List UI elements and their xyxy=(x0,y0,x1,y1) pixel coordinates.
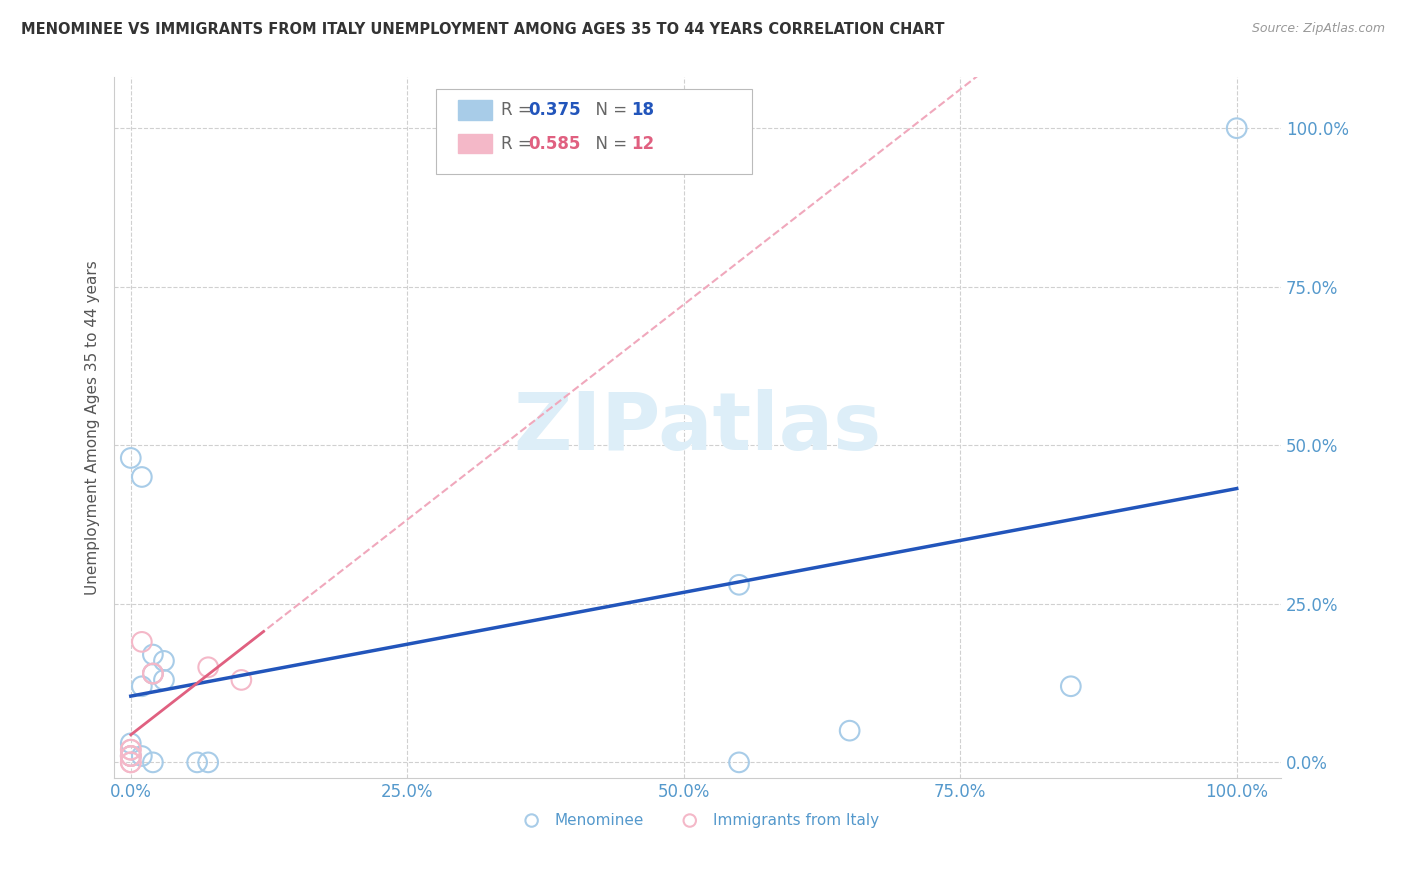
Point xyxy=(1060,679,1083,693)
Point xyxy=(120,749,142,764)
Y-axis label: Unemployment Among Ages 35 to 44 years: Unemployment Among Ages 35 to 44 years xyxy=(86,260,100,595)
Text: 12: 12 xyxy=(631,135,654,153)
Point xyxy=(120,742,142,756)
Text: N =: N = xyxy=(585,135,633,153)
Point xyxy=(120,756,142,770)
Text: Source: ZipAtlas.com: Source: ZipAtlas.com xyxy=(1251,22,1385,36)
Text: ZIPatlas: ZIPatlas xyxy=(513,389,882,467)
Point xyxy=(142,756,165,770)
Point xyxy=(131,470,153,484)
Point xyxy=(153,673,176,687)
Point xyxy=(120,749,142,764)
Point xyxy=(142,666,165,681)
Point xyxy=(120,450,142,465)
Point xyxy=(131,679,153,693)
Point xyxy=(120,749,142,764)
Point xyxy=(153,654,176,668)
Point xyxy=(186,756,208,770)
Point xyxy=(728,578,751,592)
Point xyxy=(728,756,751,770)
Point xyxy=(197,756,219,770)
Point xyxy=(197,660,219,674)
Point xyxy=(120,742,142,756)
Point xyxy=(142,648,165,662)
Point xyxy=(1226,121,1249,136)
Text: 0.375: 0.375 xyxy=(529,101,581,119)
Text: 18: 18 xyxy=(631,101,654,119)
Text: R =: R = xyxy=(501,135,537,153)
Text: N =: N = xyxy=(585,101,633,119)
Point xyxy=(142,666,165,681)
Point xyxy=(142,666,165,681)
Point xyxy=(120,736,142,750)
Point xyxy=(131,749,153,764)
Point xyxy=(120,749,142,764)
Text: MENOMINEE VS IMMIGRANTS FROM ITALY UNEMPLOYMENT AMONG AGES 35 TO 44 YEARS CORREL: MENOMINEE VS IMMIGRANTS FROM ITALY UNEMP… xyxy=(21,22,945,37)
Legend: Menominee, Immigrants from Italy: Menominee, Immigrants from Italy xyxy=(510,806,884,834)
Point xyxy=(838,723,860,738)
Point xyxy=(120,756,142,770)
Text: 0.585: 0.585 xyxy=(529,135,581,153)
Point xyxy=(131,635,153,649)
Point xyxy=(231,673,253,687)
Text: R =: R = xyxy=(501,101,537,119)
